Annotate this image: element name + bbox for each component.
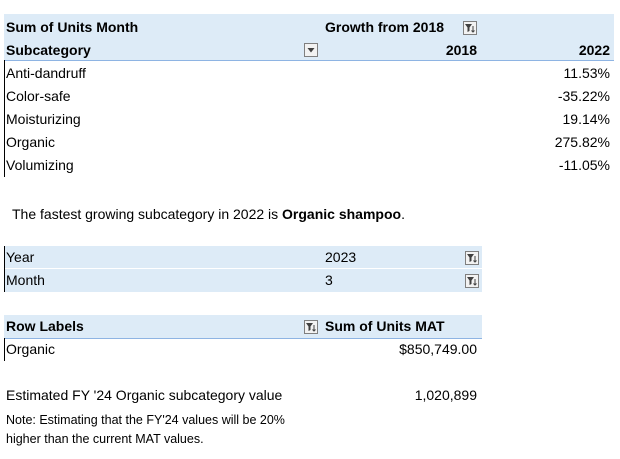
pivot1-row-value[interactable]: 275.82% — [554, 134, 610, 150]
pivot2-sum-header[interactable]: Sum of Units MAT — [325, 318, 445, 334]
estimate-note-line1[interactable]: Note: Estimating that the FY'24 values w… — [6, 413, 285, 427]
filter-funnel-icon — [467, 277, 477, 286]
filter-funnel-icon — [467, 254, 477, 263]
pivot2-header-divider — [4, 338, 482, 339]
pivot1-row-value[interactable]: 11.53% — [563, 65, 610, 81]
pivot1-row-value[interactable]: -35.22% — [557, 88, 610, 104]
pivot2-header-band — [4, 315, 482, 338]
column-filter-button[interactable] — [463, 21, 477, 35]
month-filter-button[interactable] — [465, 274, 479, 288]
pivot1-column-header[interactable]: Growth from 2018 — [325, 19, 445, 35]
filters-divider — [4, 268, 482, 269]
summary-prefix: The fastest growing subcategory in 2022 … — [12, 206, 283, 222]
pivot1-row-name[interactable]: Volumizing — [6, 157, 74, 173]
filter-funnel-icon — [465, 24, 475, 33]
pivot1-left-border — [4, 60, 5, 177]
estimate-value[interactable]: 1,020,899 — [414, 387, 477, 403]
pivot2-row-name[interactable]: Organic — [6, 341, 56, 357]
pivot1-row-name[interactable]: Anti-dandruff — [6, 65, 86, 81]
estimate-note-line2[interactable]: higher than the current MAT values. — [6, 432, 204, 446]
pivot1-header-divider — [4, 60, 614, 61]
summary-suffix: . — [401, 206, 405, 222]
pivot2-row-labels-header[interactable]: Row Labels — [6, 318, 84, 334]
pivot1-col-2022[interactable]: 2022 — [578, 42, 610, 58]
pivot2-row-value[interactable]: $850,749.00 — [399, 341, 477, 357]
pivot1-row-value[interactable]: -11.05% — [558, 157, 610, 173]
summary-highlight: Organic shampoo — [282, 206, 402, 222]
chevron-down-icon — [307, 48, 315, 53]
pivot1-col-2018[interactable]: 2018 — [445, 42, 477, 58]
pivot2-row-filter-button[interactable] — [304, 320, 318, 334]
year-filter-label: Year — [6, 249, 35, 265]
pivot1-row-label-header[interactable]: Subcategory — [6, 42, 91, 58]
estimate-label[interactable]: Estimated FY '24 Organic subcategory val… — [6, 387, 283, 403]
pivot2-left-border — [4, 338, 5, 361]
month-filter-label: Month — [6, 272, 45, 288]
filters-left-border — [4, 246, 5, 292]
summary-sentence[interactable]: The fastest growing subcategory in 2022 … — [12, 203, 405, 226]
filters-band — [4, 246, 482, 292]
pivot1-row-value[interactable]: 19.14% — [562, 111, 610, 127]
pivot1-value-header[interactable]: Sum of Units Month — [6, 19, 139, 35]
pivot1-row-name[interactable]: Organic — [6, 134, 56, 150]
pivot1-row-name[interactable]: Color-safe — [6, 88, 71, 104]
year-filter-value[interactable]: 2023 — [325, 249, 357, 265]
filter-funnel-icon — [306, 323, 316, 332]
month-filter-value[interactable]: 3 — [325, 272, 333, 288]
pivot1-row-name[interactable]: Moisturizing — [6, 111, 81, 127]
year-filter-button[interactable] — [465, 251, 479, 265]
row-filter-dropdown[interactable] — [304, 43, 318, 57]
